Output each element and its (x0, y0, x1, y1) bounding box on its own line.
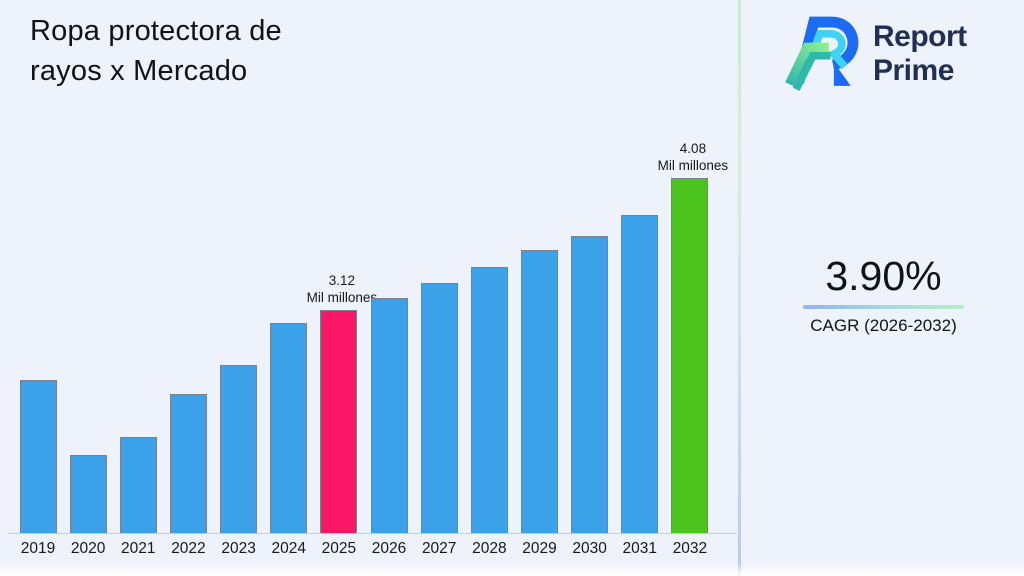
x-axis-line (8, 533, 737, 534)
annotation-value: 4.08 (679, 141, 707, 156)
year-label-2024: 2024 (271, 540, 306, 557)
bar-chart: 2019 2020 2021 2022 2023 2024 2025 3.12 Mil mill… (8, 141, 737, 557)
year-label-2031: 2031 (622, 540, 658, 557)
cagr-block: 3.90% CAGR (2026-2032) (803, 252, 964, 336)
year-label-2032: 2032 (672, 540, 708, 557)
page-title-line2: rayos x Mercado (30, 55, 248, 87)
cagr-value: 3.90% (825, 253, 942, 299)
logo-mark-icon (785, 16, 859, 91)
cagr-label: CAGR (2026-2032) (810, 316, 957, 335)
bar-2031 (621, 215, 659, 533)
year-label-2025: 2025 (321, 540, 357, 557)
bar-2029 (521, 250, 558, 533)
logo-word-report: Report (873, 20, 967, 53)
year-label-2029: 2029 (522, 540, 557, 557)
bar-2030 (571, 236, 609, 533)
bar-2025 (320, 310, 358, 533)
cagr-underline (803, 305, 964, 309)
bottom-fade-decoration (0, 563, 1024, 576)
bar-annotation-2025: 3.12 Mil millones (272, 272, 412, 306)
bar-2024 (270, 323, 308, 533)
bar-2022 (169, 394, 207, 533)
year-label-2027: 2027 (421, 540, 457, 557)
year-label-2023: 2023 (221, 540, 256, 557)
annotation-unit: Mil millones (657, 158, 729, 173)
bar-2032 (671, 178, 709, 533)
bar-2027 (420, 283, 458, 533)
page-title: Ropa protectora de rayos x Mercado (30, 11, 282, 91)
panel-divider (738, 0, 741, 576)
bar-2021 (119, 437, 157, 533)
bar-2023 (220, 365, 258, 533)
report-prime-logo: Report Prime (785, 12, 967, 96)
page-title-line1: Ropa protectora de (30, 15, 282, 47)
logo-wordmark: Report Prime (873, 20, 967, 88)
year-label-2019: 2019 (20, 540, 56, 557)
year-label-2022: 2022 (171, 540, 206, 557)
bar-2026 (370, 298, 408, 533)
bar-2019 (19, 380, 57, 533)
year-label-2021: 2021 (121, 540, 156, 557)
annotation-unit: Mil millones (306, 290, 378, 305)
year-label-2020: 2020 (70, 540, 106, 557)
bar-2028 (470, 267, 508, 533)
year-label-2028: 2028 (472, 540, 507, 557)
year-label-2026: 2026 (371, 540, 407, 557)
bar-2020 (69, 455, 107, 533)
logo-word-prime: Prime (873, 54, 954, 87)
bar-annotation-2032: 4.08 Mil millones (623, 140, 763, 174)
annotation-value: 3.12 (328, 273, 356, 288)
year-label-2030: 2030 (572, 540, 607, 557)
